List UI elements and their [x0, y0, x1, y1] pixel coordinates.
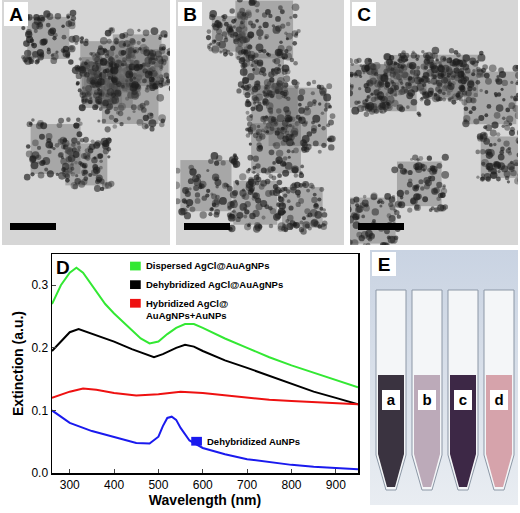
svg-text:300: 300 [60, 478, 80, 492]
svg-text:Hybridized AgCl@AuAgNPs+AuNPs: Hybridized AgCl@AuAgNPs+AuNPs [146, 298, 228, 321]
svg-text:b: b [422, 391, 431, 408]
svg-text:Dehybridized AgCl@AuAgNPs: Dehybridized AgCl@AuAgNPs [146, 279, 283, 290]
svg-text:Extinction (a.u.): Extinction (a.u.) [10, 311, 26, 416]
svg-text:Dehybridized AuNPs: Dehybridized AuNPs [207, 436, 300, 447]
svg-text:700: 700 [237, 478, 257, 492]
svg-text:400: 400 [104, 478, 124, 492]
svg-text:B: B [183, 4, 197, 25]
svg-text:A: A [9, 4, 23, 25]
svg-text:0.0: 0.0 [31, 466, 48, 480]
svg-text:900: 900 [326, 478, 346, 492]
svg-text:D: D [56, 257, 70, 278]
svg-text:0.1: 0.1 [31, 404, 48, 418]
svg-text:0.2: 0.2 [31, 341, 48, 355]
svg-text:d: d [494, 391, 503, 408]
svg-text:600: 600 [193, 478, 213, 492]
svg-text:E: E [378, 254, 391, 275]
svg-text:Wavelength (nm): Wavelength (nm) [149, 492, 261, 508]
svg-text:500: 500 [148, 478, 168, 492]
svg-text:800: 800 [281, 478, 301, 492]
svg-text:a: a [387, 391, 396, 408]
svg-text:Dispersed AgCl@AuAgNPs: Dispersed AgCl@AuAgNPs [146, 260, 269, 271]
svg-text:C: C [357, 4, 371, 25]
svg-text:0.3: 0.3 [31, 278, 48, 292]
svg-text:c: c [459, 391, 467, 408]
